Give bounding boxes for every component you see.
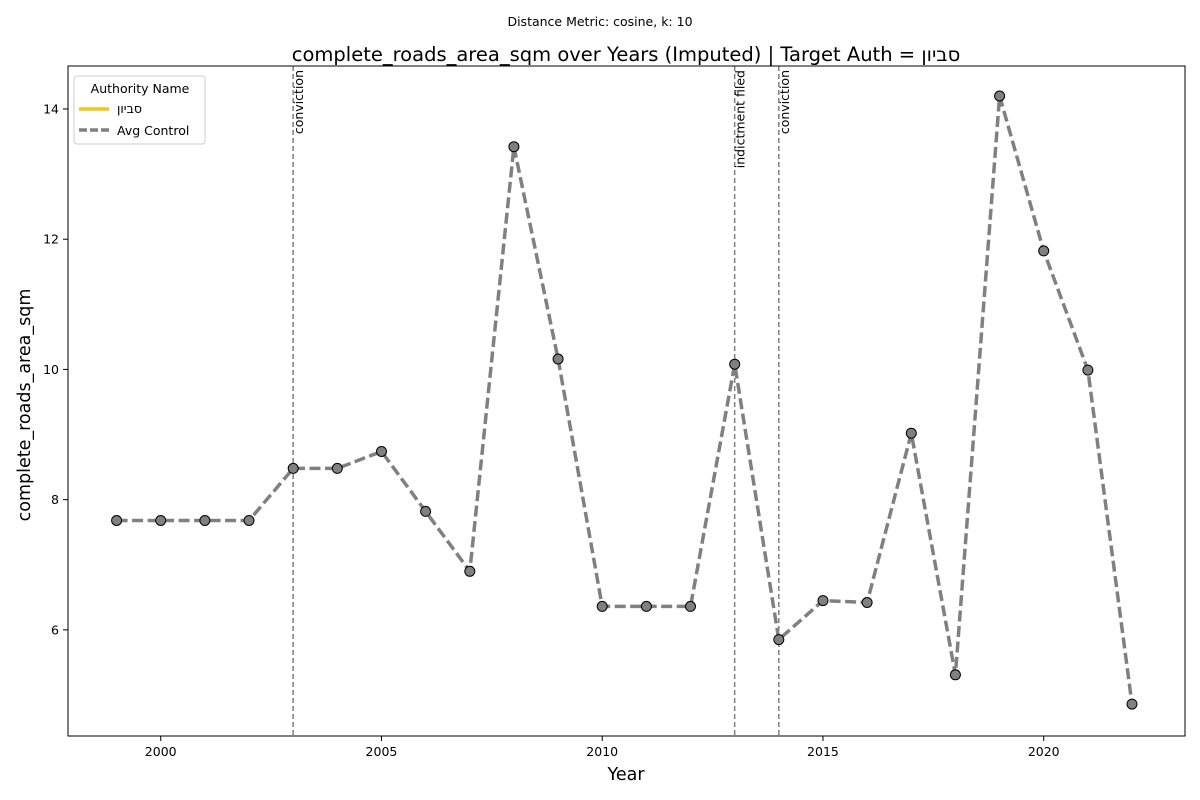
data-point xyxy=(331,462,343,474)
data-point xyxy=(1126,698,1138,710)
data-point xyxy=(420,505,432,517)
data-point xyxy=(1038,245,1050,257)
data-point xyxy=(773,634,785,646)
x-tick-label: 2015 xyxy=(807,744,839,759)
data-point xyxy=(508,141,520,153)
data-point xyxy=(287,462,299,474)
event-markers: conviction indictment filed conviction xyxy=(291,66,792,736)
data-point xyxy=(817,595,829,607)
data-point xyxy=(376,446,387,457)
data-point xyxy=(111,515,123,526)
data-point xyxy=(949,669,961,681)
y-tick-label: 14 xyxy=(43,101,59,116)
chart-title: complete_roads_area_sqm over Years (Impu… xyxy=(292,43,960,66)
x-tick-label: 2010 xyxy=(586,744,618,759)
data-point xyxy=(596,600,608,612)
legend: Authority Name סביון Avg Control xyxy=(73,75,206,145)
data-point xyxy=(155,515,167,526)
data-point xyxy=(464,565,476,577)
legend-label-target: סביון xyxy=(117,101,142,116)
y-tick-label: 6 xyxy=(51,622,59,637)
series-layer xyxy=(111,90,1138,710)
data-point xyxy=(905,427,917,439)
data-point xyxy=(1082,364,1094,376)
data-point xyxy=(640,600,652,612)
data-point xyxy=(685,600,696,612)
event-label: conviction xyxy=(291,70,306,134)
event-label: conviction xyxy=(777,70,792,134)
x-tick-label: 2020 xyxy=(1028,744,1060,759)
data-point xyxy=(994,90,1006,102)
axis-ticks: 2000 2005 2010 2015 2020 6 8 10 12 14 xyxy=(43,101,1060,759)
x-axis-label: Year xyxy=(606,765,645,785)
event-label: indictment filed xyxy=(733,70,748,168)
data-point xyxy=(552,353,564,365)
chart-suptitle: Distance Metric: cosine, k: 10 xyxy=(507,14,692,29)
y-axis-label: complete_roads_area_sqm xyxy=(15,289,35,522)
plot-frame xyxy=(67,65,1186,737)
x-tick-label: 2005 xyxy=(366,744,398,759)
data-point xyxy=(243,515,255,526)
x-tick-label: 2000 xyxy=(145,744,177,759)
legend-label-avg-control: Avg Control xyxy=(117,123,189,138)
legend-title: Authority Name xyxy=(91,81,190,96)
series-line-avg-control xyxy=(116,94,1134,705)
data-point xyxy=(729,358,741,370)
y-tick-label: 10 xyxy=(43,362,59,377)
legend-box xyxy=(73,75,206,145)
data-point xyxy=(861,597,873,608)
y-tick-label: 8 xyxy=(51,492,59,507)
data-point xyxy=(199,515,211,526)
y-tick-label: 12 xyxy=(43,232,59,247)
